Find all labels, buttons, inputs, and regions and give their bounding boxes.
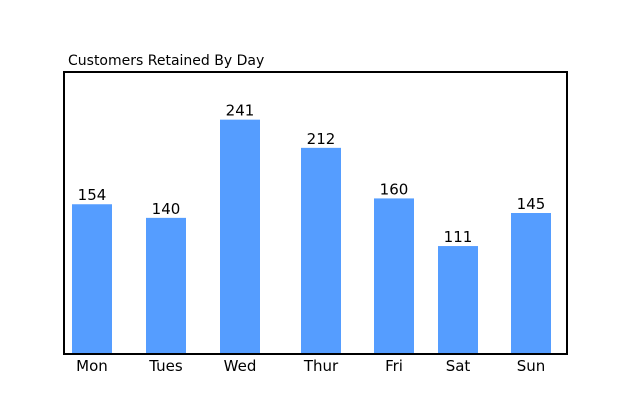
- x-tick-label-mon: Mon: [76, 357, 108, 375]
- bar-sun: [511, 213, 551, 354]
- bar-tues: [146, 217, 186, 354]
- data-label-thur: 212: [307, 130, 336, 148]
- data-label-tues: 140: [152, 200, 181, 218]
- bar-sat: [438, 246, 478, 354]
- bar-thur: [301, 147, 341, 354]
- x-tick-label-sun: Sun: [517, 357, 546, 375]
- data-label-sun: 145: [517, 195, 546, 213]
- data-label-fri: 160: [380, 180, 409, 198]
- x-tick-label-fri: Fri: [385, 357, 403, 375]
- bar-fri: [374, 198, 414, 354]
- x-tick-label-sat: Sat: [446, 357, 471, 375]
- data-labels-layer: 154 140 241 212 160 111 145: [78, 102, 546, 246]
- data-label-mon: 154: [78, 186, 107, 204]
- bar-wed: [220, 119, 260, 354]
- plot-frame: [63, 71, 568, 355]
- bar-mon: [72, 204, 112, 354]
- tick-labels-layer: Mon Tues Wed Thur Fri Sat Sun: [76, 357, 545, 375]
- x-tick-label-tues: Tues: [148, 357, 183, 375]
- x-tick-label-thur: Thur: [303, 357, 339, 375]
- bars-layer: [72, 119, 551, 354]
- chart-title: Customers Retained By Day: [68, 53, 265, 69]
- x-tick-label-wed: Wed: [224, 357, 257, 375]
- data-label-wed: 241: [226, 102, 255, 120]
- data-label-sat: 111: [444, 228, 473, 246]
